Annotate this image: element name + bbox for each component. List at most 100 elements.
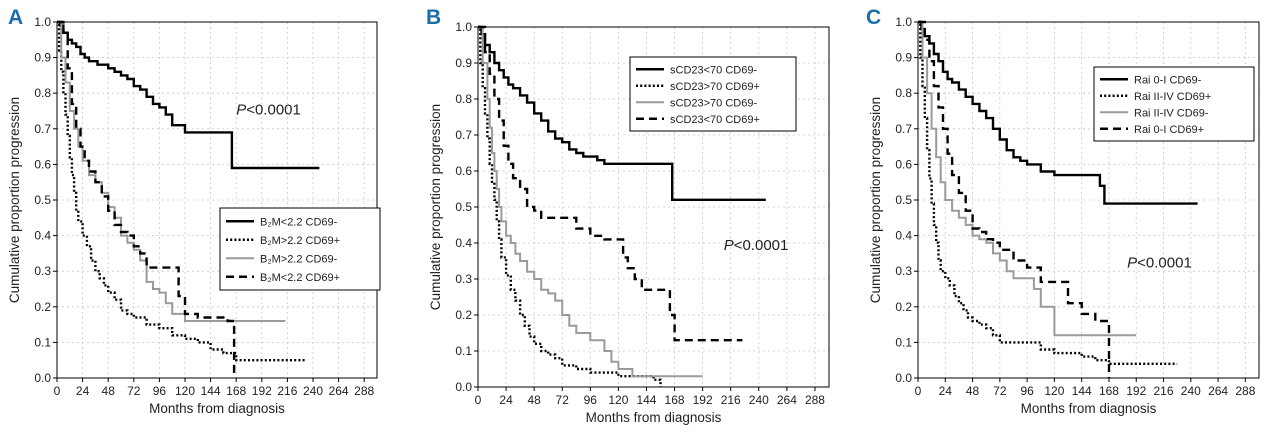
y-tick-label: 0.3 (455, 272, 472, 286)
y-tick-label: 0.0 (895, 371, 912, 385)
legend-entry: B₂M>2.2 CD69+ (260, 235, 340, 247)
y-tick-label: 0.6 (34, 157, 51, 171)
y-tick-label: 0.1 (895, 335, 912, 349)
x-tick-label: 288 (354, 384, 374, 398)
x-tick-label: 144 (636, 393, 656, 407)
x-tick-label: 192 (693, 393, 713, 407)
panel-c: 0 24 48 72 96 120 144 168 192 216 240 264 288 0.0 0.1 0… (866, 6, 1260, 416)
x-tick-label: 48 (102, 384, 116, 398)
x-tick-label: 0 (915, 384, 922, 398)
x-tick-label: 24 (499, 393, 513, 407)
km-curve-3 (478, 26, 703, 378)
legend-entry: sCD23<70 CD69+ (670, 114, 760, 126)
panel-b: 0 24 48 72 96 120 144 168 192 216 240 264 288 0.0 0.1 0… (426, 6, 830, 425)
panel-letter: C (866, 6, 881, 29)
km-curve-2 (57, 20, 307, 362)
y-tick-label: 0.0 (34, 371, 51, 385)
legend: Rai 0-I CD69- Rai II-IV CD69+ Rai II-IV CD… (1093, 66, 1255, 142)
x-tick-label: 96 (153, 384, 167, 398)
km-curve-4 (478, 25, 743, 342)
km-curve-1 (918, 20, 1198, 205)
x-tick-label: 192 (1126, 384, 1146, 398)
y-tick-label: 0.2 (895, 300, 912, 314)
km-curve-4 (57, 20, 236, 378)
y-tick-label: 0.4 (455, 236, 472, 250)
p-value-p: P (1127, 255, 1137, 272)
km-curve-1 (57, 20, 320, 170)
x-tick-label: 168 (226, 384, 246, 398)
x-axis-label: Months from diagnosis (1021, 401, 1157, 416)
y-tick-label: 0.6 (455, 164, 472, 178)
legend-entry: sCD23>70 CD69+ (670, 81, 760, 93)
x-tick-label: 168 (665, 393, 685, 407)
p-value-annotation: P<0.0001 (236, 102, 301, 119)
y-tick-label: 0.0 (455, 380, 472, 394)
x-tick-label: 48 (966, 384, 980, 398)
y-tick-label: 0.2 (455, 308, 472, 322)
y-tick-label: 0.8 (34, 86, 51, 100)
y-tick-label: 0.8 (455, 92, 472, 106)
x-tick-label: 96 (1020, 384, 1034, 398)
legend-entry: Rai 0-I CD69- (1134, 74, 1202, 86)
p-value-annotation: P<0.0001 (1127, 255, 1192, 272)
legend-entry: Rai II-IV CD69+ (1134, 91, 1211, 103)
p-value-annotation: P<0.0001 (724, 237, 789, 254)
legend-entry: sCD23>70 CD69- (670, 97, 757, 109)
y-tick-label: 1.0 (34, 15, 51, 29)
x-tick-label: 120 (608, 393, 628, 407)
y-tick-label: 0.5 (34, 193, 51, 207)
x-tick-label: 72 (127, 384, 141, 398)
km-curve-3 (918, 21, 1137, 337)
y-tick-label: 0.9 (34, 51, 51, 65)
legend-entry: sCD23<70 CD69- (670, 64, 757, 76)
x-tick-label: 240 (1181, 384, 1201, 398)
x-tick-label: 24 (76, 384, 90, 398)
y-tick-label: 0.4 (895, 229, 912, 243)
y-tick-label: 0.1 (34, 335, 51, 349)
legend-entry: B₂M<2.2 CD69+ (260, 272, 340, 284)
y-tick-label: 0.5 (895, 193, 912, 207)
x-tick-label: 0 (54, 384, 61, 398)
y-tick-label: 0.8 (895, 86, 912, 100)
x-tick-label: 264 (329, 384, 349, 398)
x-tick-label: 0 (475, 393, 482, 407)
x-tick-label: 264 (777, 393, 797, 407)
x-tick-label: 96 (584, 393, 598, 407)
legend-entry: Rai II-IV CD69- (1134, 107, 1209, 119)
panel-letter: B (426, 6, 441, 29)
y-tick-label: 0.6 (895, 157, 912, 171)
x-tick-label: 48 (527, 393, 541, 407)
y-tick-label: 1.0 (895, 15, 912, 29)
x-tick-label: 216 (721, 393, 741, 407)
y-tick-label: 0.4 (34, 229, 51, 243)
x-tick-label: 72 (993, 384, 1007, 398)
x-tick-label: 72 (556, 393, 570, 407)
p-value-rest: <0.0001 (1137, 255, 1192, 272)
y-tick-label: 0.7 (895, 122, 912, 136)
y-tick-label: 0.7 (34, 122, 51, 136)
km-curve-2 (918, 20, 1178, 365)
y-tick-label: 0.5 (455, 200, 472, 214)
p-value-p: P (724, 237, 734, 254)
p-value-rest: <0.0001 (246, 102, 301, 119)
x-tick-label: 120 (175, 384, 195, 398)
x-tick-label: 216 (277, 384, 297, 398)
x-tick-label: 264 (1208, 384, 1228, 398)
p-value-p: P (236, 102, 246, 119)
panel-a: 0 24 48 72 96 120 144 168 192 216 240 264 288 0.0 0.1 0… (7, 6, 381, 416)
y-axis-label: Cumulative proportion progression (868, 97, 883, 303)
x-tick-label: 288 (1235, 384, 1255, 398)
y-tick-label: 0.3 (895, 264, 912, 278)
panel-letter: A (8, 6, 23, 29)
legend: sCD23<70 CD69- sCD23>70 CD69+ sCD23>70 CD6… (629, 56, 797, 132)
legend-entry: Rai 0-I CD69+ (1134, 124, 1204, 136)
km-curve-3 (57, 21, 286, 322)
x-tick-label: 240 (749, 393, 769, 407)
y-tick-label: 0.7 (455, 128, 472, 142)
y-tick-label: 0.3 (34, 264, 51, 278)
legend: B₂M<2.2 CD69- B₂M>2.2 CD69+ B₂M>2.2 CD69- B… (219, 207, 381, 291)
y-tick-label: 0.9 (895, 51, 912, 65)
legend-entry: B₂M<2.2 CD69- (260, 216, 338, 228)
